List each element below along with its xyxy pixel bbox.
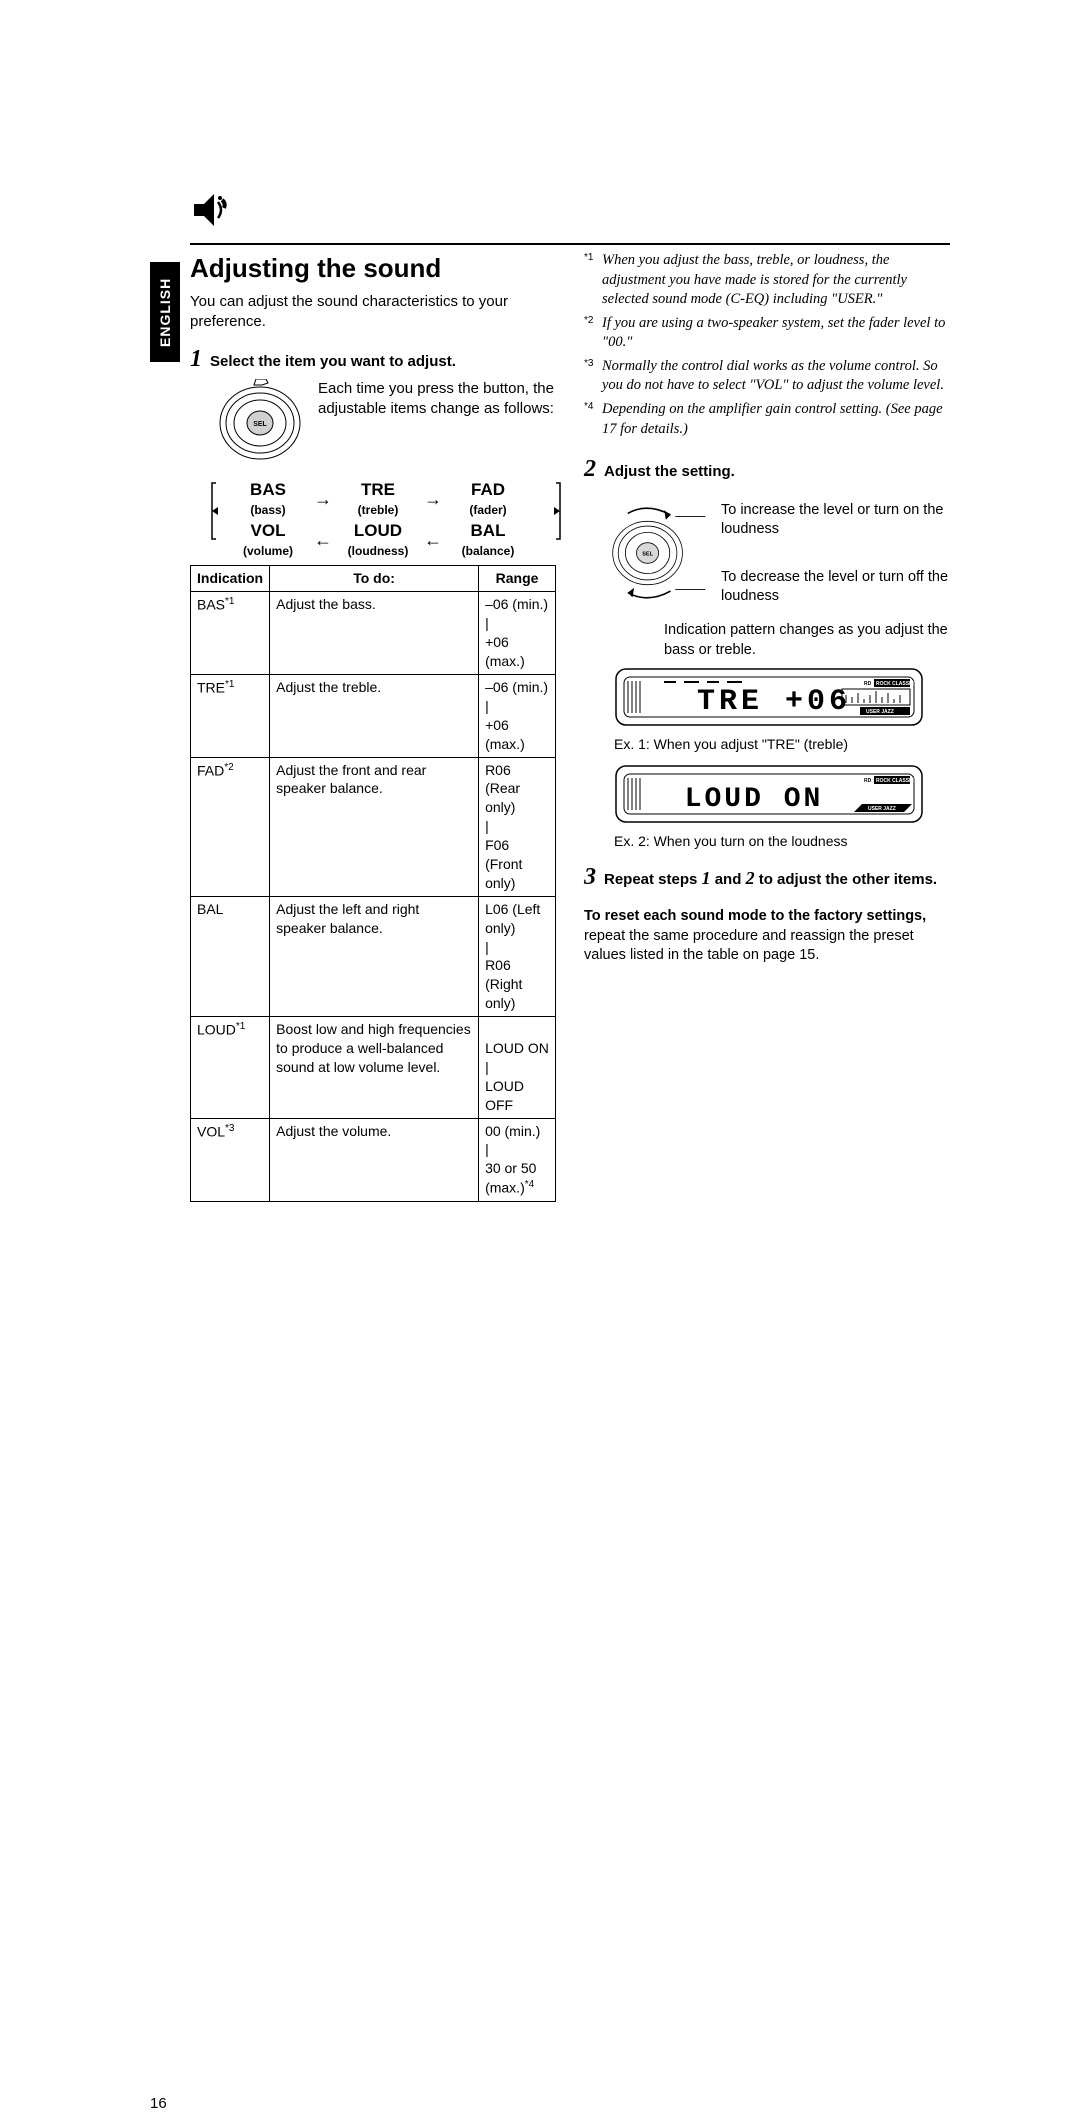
svg-text:USER JAZZ: USER JAZZ: [866, 709, 894, 715]
display-1-caption: Ex. 1: When you adjust "TRE" (treble): [614, 735, 950, 754]
table-row: FAD*2Adjust the front and rear speaker b…: [191, 757, 556, 896]
svg-text:TRE +06: TRE +06: [697, 685, 851, 719]
table-row: LOUD*1Boost low and high frequencies to …: [191, 1017, 556, 1118]
sel-button-diagram: SEL: [216, 379, 306, 469]
table-row: BALAdjust the left and right speaker bal…: [191, 896, 556, 1016]
table-cell-range: 00 (min.)|30 or 50 (max.)*4: [479, 1118, 556, 1201]
display-example-1: TRE +06 RD ROCK CLASSIC USER JAZZ: [614, 667, 950, 733]
footnote-3: Normally the control dial works as the v…: [602, 357, 950, 396]
table-header-range: Range: [479, 566, 556, 592]
step-2-number: 2: [584, 453, 596, 485]
svg-text:ROCK CLASSIC: ROCK CLASSIC: [876, 778, 914, 784]
table-cell-indication: BAS*1: [191, 592, 270, 675]
footnote-1: When you adjust the bass, treble, or lou…: [602, 251, 950, 310]
svg-text:RD: RD: [864, 681, 872, 687]
table-cell-todo: Boost low and high frequencies to produc…: [270, 1017, 479, 1118]
svg-text:USER JAZZ: USER JAZZ: [868, 806, 896, 812]
page-content: Adjusting the sound You can adjust the s…: [150, 190, 950, 1202]
table-cell-indication: FAD*2: [191, 757, 270, 896]
svg-text:ROCK CLASSIC: ROCK CLASSIC: [876, 681, 914, 687]
divider: [190, 243, 950, 245]
step-1-press-text: Each time you press the button, the adju…: [318, 379, 556, 420]
footnotes: *1When you adjust the bass, treble, or l…: [584, 251, 950, 439]
step-2-title: Adjust the setting.: [604, 462, 735, 482]
table-row: TRE*1Adjust the treble.–06 (min.) | +06 …: [191, 674, 556, 757]
table-cell-range: L06 (Left only) | R06 (Right only): [479, 896, 556, 1016]
sound-settings-table: Indication To do: Range BAS*1Adjust the …: [190, 565, 556, 1201]
svg-text:SEL: SEL: [642, 552, 653, 558]
step-3-number: 3: [584, 861, 596, 893]
left-column: Adjusting the sound You can adjust the s…: [190, 251, 556, 1202]
table-row: VOL*3Adjust the volume.00 (min.)|30 or 5…: [191, 1118, 556, 1201]
flow-diagram: BAS(bass) TRE(treble) FAD(fader) VOL(vol…: [216, 479, 556, 559]
table-cell-range: R06 (Rear only) | F06 (Front only): [479, 757, 556, 896]
table-header-row: Indication To do: Range: [191, 566, 556, 592]
table-cell-range: –06 (min.) | +06 (max.): [479, 674, 556, 757]
page-number: 16: [150, 2095, 167, 2112]
intro-text: You can adjust the sound characteristics…: [190, 292, 556, 333]
table-cell-todo: Adjust the front and rear speaker balanc…: [270, 757, 479, 896]
table-header-indication: Indication: [191, 566, 270, 592]
table-row: BAS*1Adjust the bass.–06 (min.) | +06 (m…: [191, 592, 556, 675]
table-cell-indication: VOL*3: [191, 1118, 270, 1201]
table-cell-todo: Adjust the volume.: [270, 1118, 479, 1201]
step-1: 1 Select the item you want to adjust.: [190, 343, 556, 375]
step-2: 2 Adjust the setting.: [584, 453, 950, 485]
display-example-2: LOUD ON RD ROCK CLASSIC USER JAZZ: [614, 764, 950, 830]
dial-diagram: SEL To increase the level or turn on the…: [604, 493, 950, 613]
table-cell-range: LOUD ON | LOUD OFF: [479, 1017, 556, 1118]
table-cell-todo: Adjust the left and right speaker balanc…: [270, 896, 479, 1016]
step-1-number: 1: [190, 343, 202, 375]
svg-text:RD: RD: [864, 778, 872, 784]
reset-text: To reset each sound mode to the factory …: [584, 907, 950, 966]
table-cell-range: –06 (min.) | +06 (max.): [479, 592, 556, 675]
step-3-title: Repeat steps 1 and 2 to adjust the other…: [604, 866, 937, 890]
pattern-text: Indication pattern changes as you adjust…: [664, 621, 950, 660]
decrease-label: To decrease the level or turn off the lo…: [721, 568, 950, 606]
table-cell-todo: Adjust the treble.: [270, 674, 479, 757]
svg-text:SEL: SEL: [253, 421, 267, 428]
section-title: Adjusting the sound: [190, 251, 556, 286]
footnote-2: If you are using a two-speaker system, s…: [602, 314, 950, 353]
table-cell-indication: LOUD*1: [191, 1017, 270, 1118]
step-1-title: Select the item you want to adjust.: [210, 352, 456, 372]
table-cell-indication: BAL: [191, 896, 270, 1016]
footnote-4: Depending on the amplifier gain control …: [602, 400, 950, 439]
table-cell-todo: Adjust the bass.: [270, 592, 479, 675]
right-column: *1When you adjust the bass, treble, or l…: [584, 251, 950, 1202]
svg-text:LOUD ON: LOUD ON: [685, 784, 824, 815]
table-cell-indication: TRE*1: [191, 674, 270, 757]
increase-label: To increase the level or turn on the lou…: [721, 501, 950, 539]
sound-icon: [190, 190, 950, 235]
table-header-todo: To do:: [270, 566, 479, 592]
display-2-caption: Ex. 2: When you turn on the loudness: [614, 832, 950, 851]
step-3: 3 Repeat steps 1 and 2 to adjust the oth…: [584, 861, 950, 893]
